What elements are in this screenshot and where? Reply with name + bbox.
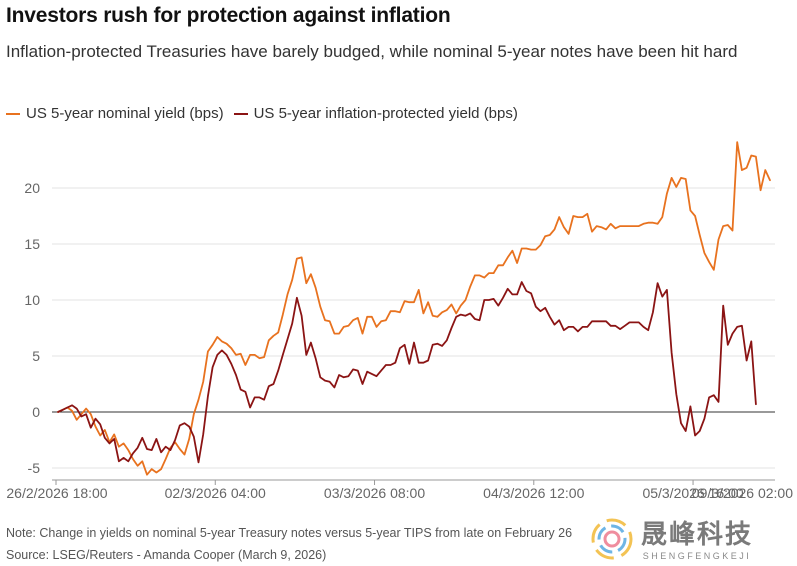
x-tick-label: 05/3/2026 16:00 [642,485,743,501]
chart-subtitle: Inflation-protected Treasuries have bare… [6,42,738,61]
x-tick-label: 03/3/2026 08:00 [324,485,425,501]
legend-item-nominal: US 5-year nominal yield (bps) [6,105,224,122]
watermark: 晟峰科技 SHENGFENGKEJI [591,514,753,561]
x-tick-label: 02/3/2026 04:00 [165,485,266,501]
watermark-logo-icon [591,518,633,560]
legend-item-tips: US 5-year inflation-protected yield (bps… [233,105,518,122]
x-tick-label: 04/3/2026 12:00 [483,485,584,501]
legend-label-tips: US 5-year inflation-protected yield (bps… [253,105,518,122]
y-tick-label: -5 [28,460,41,476]
chart-note: Note: Change in yields on nominal 5-year… [6,526,573,540]
legend-swatch-nominal [6,112,20,115]
legend: US 5-year nominal yield (bps) US 5-year … [6,105,528,122]
legend-label-nominal: US 5-year nominal yield (bps) [26,105,224,122]
y-tick-label: 0 [32,404,40,420]
watermark-en: SHENGFENGKEJI [642,551,752,561]
y-tick-label: 10 [24,292,40,308]
y-tick-label: 20 [24,180,40,196]
chart-title: Investors rush for protection against in… [6,4,451,27]
series-line-tips [57,281,757,464]
x-tick-label: 26/2/2026 18:00 [6,485,107,501]
chart-source: Source: LSEG/Reuters - Amanda Cooper (Ma… [6,548,327,562]
x-tick-label: 09/3/2026 02:00 [692,485,793,501]
legend-swatch-tips [233,112,248,115]
series-line-nominal [57,141,771,476]
watermark-cn: 晟峰科技 [640,520,753,550]
y-tick-label: 5 [32,348,40,364]
y-tick-label: 15 [24,236,40,252]
